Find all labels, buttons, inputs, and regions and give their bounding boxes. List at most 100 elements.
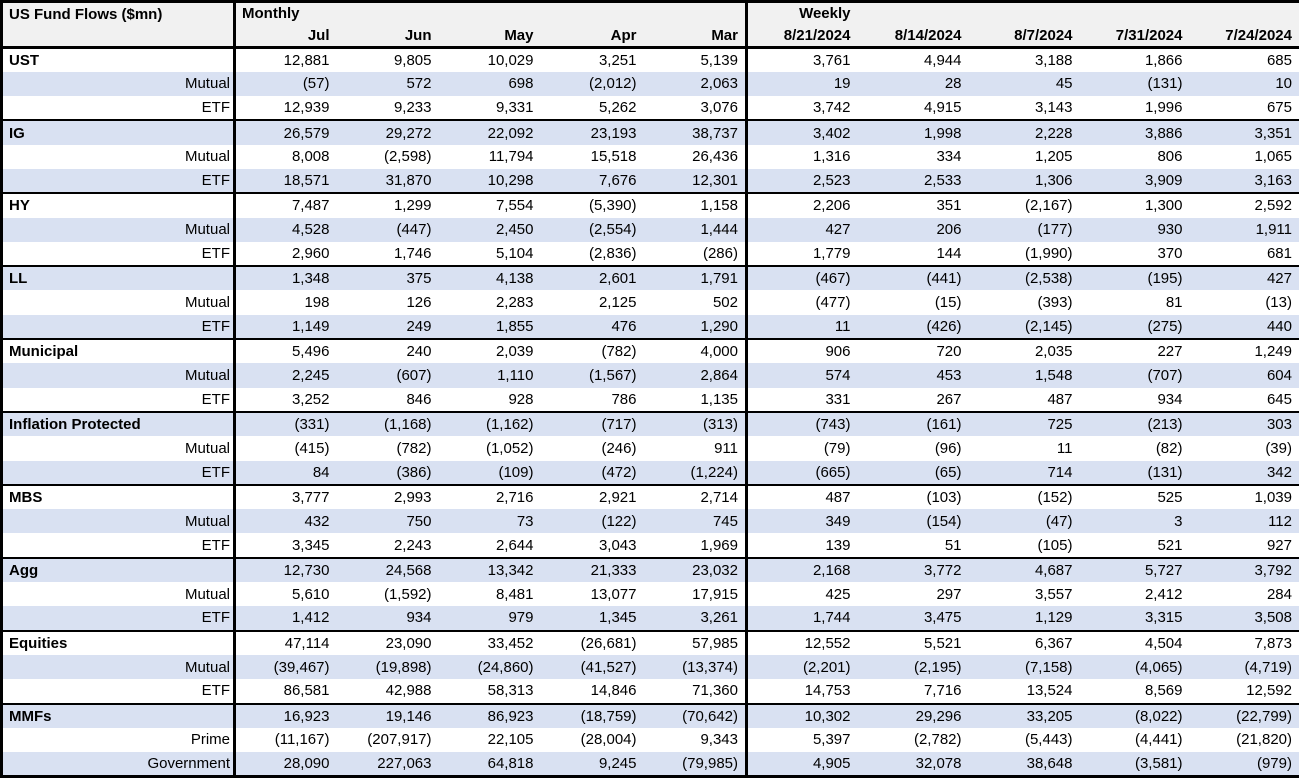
data-cell: 9,245 [540, 752, 644, 777]
data-cell: (3,581) [1079, 752, 1190, 777]
data-cell: 73 [438, 509, 541, 534]
group-row-label: Equities [1, 629, 236, 655]
data-cell: (979) [1189, 752, 1299, 777]
data-cell: 240 [336, 338, 439, 364]
data-cell: 8,008 [291, 148, 330, 166]
data-cell: 502 [643, 290, 748, 315]
table-row: LL 1,348 375 4,138 2,601 1,791 (467) (441) (2,53… [1, 265, 1299, 291]
data-cell: (1,567) [540, 363, 644, 388]
data-cell: 126 [406, 294, 432, 312]
data-cell: 2,450 [438, 217, 541, 242]
data-cell: 4,687 [968, 556, 1080, 583]
data-cell: 22,105 [487, 731, 534, 749]
data-cell: 3,742 [812, 99, 851, 117]
table-row: Mutual (39,467) (19,898) (24,860) (41,527) (1… [1, 654, 1299, 680]
data-cell: 5,496 [234, 338, 337, 364]
data-cell: 14,846 [590, 682, 637, 700]
data-cell: (28,004) [580, 731, 637, 749]
data-cell: 3,163 [1189, 168, 1299, 194]
data-cell: 1,779 [812, 245, 851, 263]
data-cell: (131) [1079, 460, 1190, 485]
data-cell: 521 [1157, 536, 1183, 554]
data-cell: (782) [396, 439, 432, 457]
sub-row-label: Prime [1, 727, 236, 753]
column-header-week-5: 7/24/2024 [1189, 24, 1299, 49]
data-cell: 5,397 [812, 731, 851, 749]
data-cell: 18,571 [234, 168, 337, 194]
sub-row-label: Mutual [1, 217, 236, 242]
data-cell: 3,188 [968, 46, 1080, 72]
monthly-section-label: Monthly [234, 1, 748, 25]
data-cell: 3,402 [746, 119, 858, 145]
table-header: US Fund Flows ($mn) Monthly Weekly Jul J… [1, 1, 1299, 49]
data-cell: 934 [336, 606, 439, 631]
data-cell: 21,333 [540, 556, 644, 583]
data-cell: (472) [540, 460, 644, 485]
data-cell: 572 [336, 71, 439, 97]
data-cell: 57,985 [643, 629, 748, 655]
data-cell: 12,730 [234, 556, 337, 583]
sub-row-label: Mutual [1, 71, 236, 97]
data-cell: 267 [936, 390, 962, 408]
group-row-label: IG [1, 119, 236, 145]
data-cell: 1,412 [234, 606, 337, 631]
data-cell: 2,714 [643, 483, 748, 510]
sub-row-label: Mutual [1, 654, 236, 680]
data-cell: 2,601 [540, 265, 644, 291]
table-row: ETF 1,149 249 1,855 476 1,290 11 (426) (2,145) (2… [1, 314, 1299, 340]
data-cell: 26,579 [234, 119, 337, 145]
group-row-label: LL [1, 265, 236, 291]
table-row: Mutual (415) (782) (1,052) (246) 911 (79) (96) 1… [1, 436, 1299, 461]
data-cell: 38,737 [643, 119, 748, 145]
data-cell: 334 [936, 148, 962, 166]
data-cell: 23,032 [643, 556, 748, 583]
column-header-week-1: 8/21/2024 [746, 24, 858, 49]
data-cell: (96) [934, 439, 962, 457]
sub-row-label: Mutual [1, 582, 236, 607]
data-cell: 71,360 [643, 679, 748, 704]
data-cell: 11 [746, 314, 858, 340]
data-cell: 297 [936, 585, 962, 603]
data-cell: 3,076 [643, 96, 748, 121]
data-cell: (65) [857, 460, 969, 485]
section-header-row: US Fund Flows ($mn) Monthly Weekly [1, 1, 1299, 48]
data-cell: (4,065) [1079, 654, 1190, 680]
data-cell: 681 [1266, 245, 1292, 263]
data-cell: 38,648 [968, 752, 1080, 777]
data-cell: (4,441) [1134, 731, 1183, 749]
data-cell: (286) [643, 241, 748, 267]
data-cell: 227,063 [336, 752, 439, 777]
data-cell: 10,298 [438, 168, 541, 194]
sub-row-label: ETF [1, 314, 236, 340]
data-cell: 1,065 [1254, 148, 1292, 166]
table-row: ETF 3,252 846 928 786 1,135 331 267 487 934 645 [1, 387, 1299, 412]
data-cell: 28,090 [234, 752, 337, 777]
sub-row-label: ETF [1, 460, 236, 485]
data-cell: 1,746 [393, 245, 432, 263]
column-header-jul: Jul [234, 24, 337, 49]
data-cell: 2,412 [1144, 585, 1183, 603]
data-cell: 29,296 [857, 702, 969, 728]
data-cell: (131) [1079, 71, 1190, 97]
data-cell: (213) [1079, 410, 1190, 437]
data-cell: 3 [1079, 509, 1190, 534]
data-cell: 227 [1079, 338, 1190, 364]
sub-row-label: Mutual [1, 290, 236, 315]
data-cell: 29,272 [336, 119, 439, 145]
data-cell: 2,523 [746, 168, 858, 194]
data-cell: 725 [968, 410, 1080, 437]
data-cell: (82) [1155, 439, 1183, 457]
data-cell: 19,146 [336, 702, 439, 728]
data-cell: 5,262 [598, 99, 637, 117]
data-cell: 5,727 [1079, 556, 1190, 583]
data-cell: (2,145) [968, 314, 1080, 340]
table-row: Inflation Protected (331) (1,168) (1,162) (7… [1, 410, 1299, 437]
data-cell: 7,873 [1189, 629, 1299, 655]
table-row: Equities 47,114 23,090 33,452 (26,681) 57,985… [1, 629, 1299, 655]
data-cell: 144 [936, 245, 962, 263]
data-cell: 750 [336, 509, 439, 534]
data-cell: 906 [746, 338, 858, 364]
data-cell: 1,306 [968, 168, 1080, 194]
data-cell: (2,554) [540, 217, 644, 242]
